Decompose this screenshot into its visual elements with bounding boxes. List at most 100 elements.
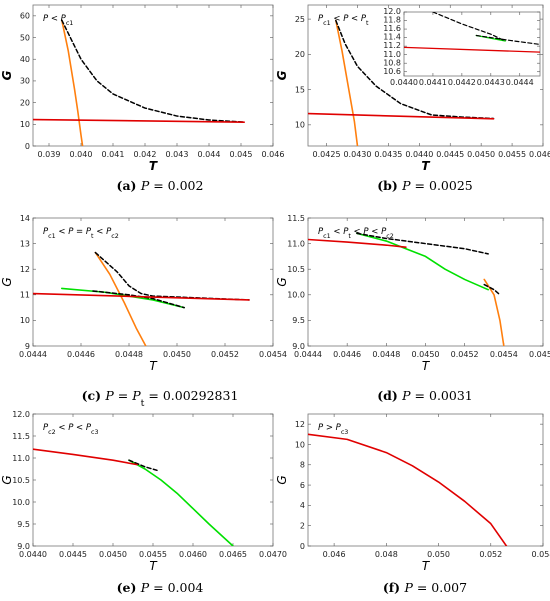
x-tick-label: 0.0440 [405,150,433,159]
x-tick-label: 0.0445 [436,150,464,159]
y-tick-label: 10 [20,120,30,129]
x-tick-label: 0.0435 [374,150,402,159]
x-tick-label: 0.0443 [477,78,505,87]
chart-panel-f: 0.046 0.048 0.050 0.052 0.054 0 2 4 6 8 10 12 T G P > … [275,413,550,595]
chart-panel-b: 0.0425 0.0430 0.0435 0.0440 0.0445 0.0450 0.04… [275,4,550,193]
y-axis-label: G [0,277,14,286]
x-tick-label: 0.0440 [390,78,418,87]
x-tick-label: 0.0454 [490,350,518,359]
panel-annotation: P < Pc1 [43,14,73,27]
panel-annotation: Pc1 < P = Pt < Pc2 [43,227,119,240]
series-line-0 [60,19,84,146]
y-tick-label: 2 [300,521,305,530]
x-tick-label: 0.041 [102,150,125,159]
series-group [404,12,540,53]
panel-caption: (a) P = 0.002 [117,178,204,193]
series-line-3 [404,46,540,53]
panel-annotation: Pc1 < Pt < P < Pc2 [318,227,394,240]
x-tick-label: 0.0452 [211,350,239,359]
panel-caption: (c) P = Pt = 0.00292831 [82,388,239,409]
x-tick-label: 0.039 [38,150,61,159]
y-tick-label: 9.0 [292,342,305,351]
y-tick-label: 10 [20,316,30,325]
series-line-0 [128,459,234,546]
y-tick-label: 20 [20,98,30,107]
x-tick-label: 0.0444 [19,350,47,359]
x-tick-label: 0.052 [479,550,502,559]
x-tick-label: 0.0445 [59,550,87,559]
x-tick-label: 0.0452 [451,350,479,359]
y-tick-label: 8 [300,461,305,470]
y-tick-label: 4 [300,501,305,510]
x-tick-label: 0.042 [134,150,157,159]
y-tick-label: 11.0 [12,454,30,463]
y-tick-label: 10.0 [12,498,30,507]
series-line-1 [432,12,506,42]
panel-caption: (d) P = 0.0031 [377,388,473,403]
x-tick-label: 0.0430 [343,150,371,159]
series-group [33,251,250,346]
y-tick-label: 0 [25,142,30,151]
series-line-4 [308,238,407,248]
y-tick-label: 11.4 [383,33,401,42]
x-tick-label: 0.046 [323,550,346,559]
series-group [33,19,245,146]
x-tick-label: 0.0455 [139,550,167,559]
series-line-1 [94,251,250,301]
y-tick-label: 10.5 [287,265,305,274]
series-line-1 [356,232,489,255]
x-tick-label: 0.0446 [67,350,95,359]
series-line-0 [475,34,506,42]
y-tick-label: 25 [295,15,305,24]
x-tick-label: 0.0460 [179,550,207,559]
x-tick-label: 0.0450 [467,150,495,159]
y-tick-label: 40 [20,55,30,64]
y-tick-label: 11.5 [287,214,305,223]
y-tick-label: 11 [20,291,30,300]
series-group [308,433,508,546]
y-tick-label: 15 [295,85,305,94]
y-axis-label: G [275,475,289,484]
x-tick-label: 0.050 [427,550,450,559]
x-tick-label: 0.0444 [506,78,534,87]
y-tick-label: 11.5 [12,432,30,441]
series-line-4 [33,292,250,301]
y-tick-label: 10 [295,121,305,130]
panel-caption: (f) P = 0.007 [383,580,467,595]
panel-annotation: P > Pc3 [318,423,348,436]
x-tick-label: 0.0440 [19,550,47,559]
series-line-2 [33,118,245,123]
series-line-0 [356,232,489,291]
series-line-2 [308,112,495,120]
y-axis-label: G [0,70,14,80]
x-axis-label: T [149,159,158,173]
series-line-1 [335,19,495,120]
panel-caption: (e) P = 0.004 [117,580,204,595]
series-line-0 [308,433,508,546]
y-tick-label: 50 [20,33,30,42]
series-line-1 [61,19,245,123]
chart-panel-e: 0.0440 0.0445 0.0450 0.0455 0.0460 0.0465 0.04… [0,410,287,595]
series-line-0 [335,19,359,146]
y-tick-label: 13 [20,239,30,248]
panel-annotation: Pc2 < P < Pc3 [43,423,99,436]
x-tick-label: 0.043 [166,150,189,159]
series-group [33,448,234,546]
y-axis-label: G [275,277,289,286]
y-tick-label: 10.0 [287,291,305,300]
x-tick-label: 0.0460 [529,150,550,159]
y-tick-label: 12 [295,420,305,429]
y-axis-label: G [0,475,14,484]
chart-panel-c: 0.0444 0.0446 0.0448 0.0450 0.0452 0.0454 9 10 1… [0,214,287,409]
series-line-2 [475,34,540,46]
series-group [308,19,495,146]
x-tick-label: 0.0456 [529,350,550,359]
series-line-2 [33,448,138,466]
x-tick-label: 0.0448 [115,350,143,359]
y-tick-label: 6 [300,481,305,490]
x-tick-label: 0.0454 [259,350,287,359]
inset-frame [403,11,541,77]
x-tick-label: 0.046 [262,150,285,159]
inset-plot: 0.0440 0.0441 0.0442 0.0443 0.044410.610.811… [383,7,541,87]
